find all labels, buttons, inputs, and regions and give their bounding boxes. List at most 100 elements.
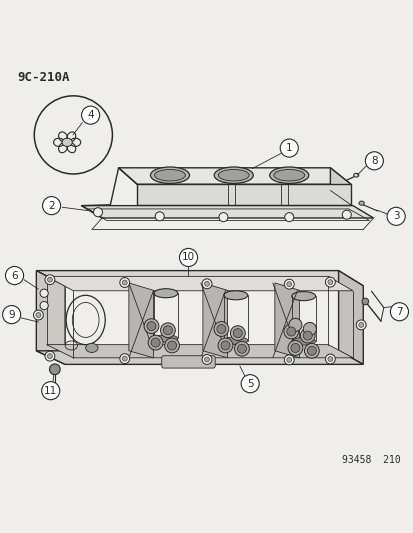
Circle shape: [151, 338, 160, 347]
Circle shape: [233, 329, 242, 337]
Circle shape: [389, 303, 408, 321]
Circle shape: [204, 281, 209, 286]
Ellipse shape: [154, 289, 177, 298]
Ellipse shape: [273, 169, 304, 181]
Ellipse shape: [223, 337, 247, 344]
Polygon shape: [274, 283, 299, 358]
Circle shape: [356, 320, 365, 330]
Circle shape: [144, 319, 159, 334]
Circle shape: [218, 213, 228, 222]
Ellipse shape: [291, 292, 315, 301]
Circle shape: [45, 274, 55, 285]
Circle shape: [218, 338, 233, 353]
Ellipse shape: [85, 343, 98, 352]
Circle shape: [42, 382, 59, 400]
Ellipse shape: [291, 337, 315, 345]
Polygon shape: [47, 277, 352, 291]
Circle shape: [45, 351, 55, 361]
Polygon shape: [36, 351, 362, 365]
Text: 1: 1: [285, 143, 292, 153]
Circle shape: [2, 305, 21, 324]
Circle shape: [288, 318, 301, 332]
Polygon shape: [81, 206, 373, 218]
Ellipse shape: [62, 138, 72, 147]
Circle shape: [50, 364, 60, 375]
Circle shape: [119, 354, 129, 364]
Polygon shape: [36, 271, 362, 286]
Circle shape: [342, 210, 351, 219]
Circle shape: [304, 343, 318, 358]
Circle shape: [221, 341, 230, 350]
Circle shape: [202, 354, 211, 365]
Circle shape: [119, 278, 129, 287]
Ellipse shape: [269, 167, 308, 183]
Circle shape: [214, 321, 228, 336]
Text: 10: 10: [181, 253, 195, 262]
Circle shape: [122, 356, 127, 361]
Circle shape: [325, 354, 335, 364]
Circle shape: [122, 280, 127, 285]
Polygon shape: [47, 345, 352, 358]
Polygon shape: [118, 168, 350, 184]
Circle shape: [216, 325, 225, 334]
Circle shape: [33, 310, 43, 320]
Circle shape: [40, 289, 48, 297]
Circle shape: [237, 344, 246, 353]
FancyBboxPatch shape: [161, 356, 215, 368]
Text: 6: 6: [11, 271, 18, 280]
Ellipse shape: [214, 167, 253, 183]
Circle shape: [283, 324, 298, 339]
Text: 2: 2: [48, 200, 55, 211]
Circle shape: [299, 328, 314, 343]
Circle shape: [163, 326, 172, 335]
Circle shape: [179, 248, 197, 266]
Text: 4: 4: [87, 110, 94, 120]
Circle shape: [81, 106, 100, 124]
Ellipse shape: [154, 169, 185, 181]
Circle shape: [286, 282, 291, 287]
Polygon shape: [202, 283, 227, 358]
Circle shape: [43, 197, 60, 215]
Circle shape: [155, 212, 164, 221]
Ellipse shape: [150, 167, 189, 183]
Circle shape: [327, 280, 332, 285]
Circle shape: [280, 139, 298, 157]
Circle shape: [302, 322, 316, 336]
Circle shape: [93, 208, 102, 217]
Circle shape: [361, 298, 368, 305]
Text: 3: 3: [392, 211, 399, 221]
Circle shape: [47, 277, 52, 282]
Circle shape: [167, 341, 176, 350]
Circle shape: [202, 279, 211, 289]
Text: 9C-210A: 9C-210A: [18, 71, 70, 84]
Ellipse shape: [218, 169, 249, 181]
Circle shape: [284, 279, 294, 289]
Circle shape: [240, 375, 259, 393]
Circle shape: [325, 277, 335, 287]
Circle shape: [287, 341, 302, 356]
Polygon shape: [338, 271, 362, 365]
Circle shape: [234, 341, 249, 356]
Circle shape: [40, 302, 48, 310]
Circle shape: [290, 343, 299, 352]
Ellipse shape: [358, 201, 363, 205]
Text: 7: 7: [395, 306, 402, 317]
Circle shape: [164, 338, 179, 353]
Text: 8: 8: [370, 156, 377, 166]
Circle shape: [204, 357, 209, 362]
Text: 9: 9: [8, 310, 15, 320]
Circle shape: [286, 358, 291, 362]
Circle shape: [284, 213, 293, 222]
Text: 93458  210: 93458 210: [341, 455, 399, 465]
Polygon shape: [128, 283, 153, 358]
Text: 5: 5: [246, 379, 253, 389]
Circle shape: [36, 312, 41, 318]
Circle shape: [284, 355, 294, 365]
Text: 11: 11: [44, 386, 57, 395]
Circle shape: [160, 323, 175, 337]
Polygon shape: [330, 168, 350, 205]
Circle shape: [327, 357, 332, 361]
Ellipse shape: [154, 335, 177, 342]
Circle shape: [364, 152, 382, 170]
Circle shape: [302, 331, 311, 340]
